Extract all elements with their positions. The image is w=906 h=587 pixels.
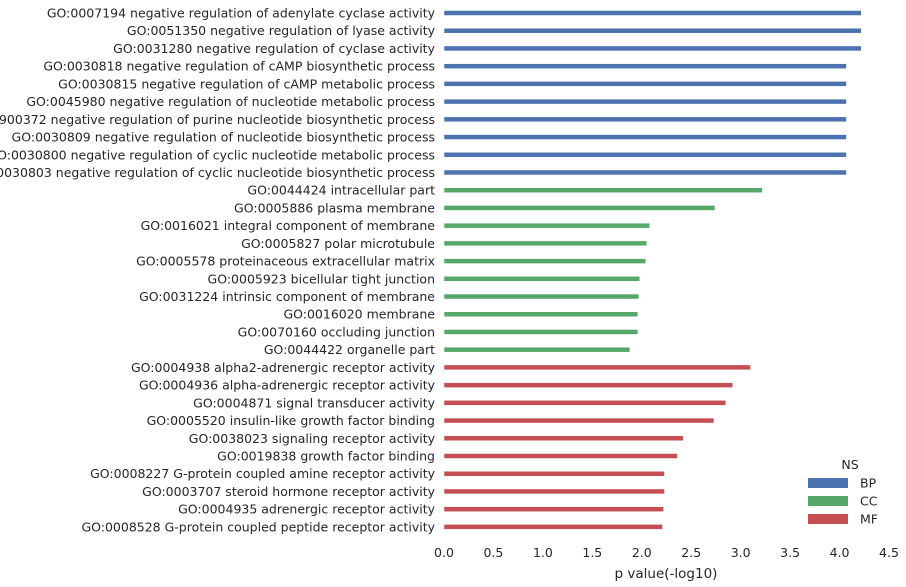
x-tick-label: 0.5 [483, 545, 503, 560]
legend-label: MF [860, 512, 878, 527]
category-label: GO:0030818 negative regulation of cAMP b… [43, 59, 435, 74]
x-tick-label: 1.0 [533, 545, 553, 560]
legend: NS BP CC MF [808, 457, 878, 527]
category-label: GO:0004871 signal transducer activity [193, 395, 435, 410]
bar [443, 346, 631, 353]
legend-label: CC [860, 494, 878, 509]
category-label: GO:0031280 negative regulation of cyclas… [113, 41, 435, 56]
category-label: GO:0016020 membrane [283, 307, 435, 322]
bar [443, 470, 665, 477]
x-tick-label: 2.0 [632, 545, 652, 560]
bar [443, 435, 684, 442]
category-label: GO:0030815 negative regulation of cAMP m… [58, 76, 435, 91]
bar [443, 116, 847, 123]
bar [443, 27, 862, 34]
bar [443, 382, 734, 388]
x-tick-label: 0.0 [434, 545, 454, 560]
category-label: GO:0003707 steroid hormone receptor acti… [142, 484, 435, 499]
category-label: GO:0045980 negative regulation of nucleo… [26, 94, 435, 109]
bar [443, 488, 665, 495]
category-label: GO:0005520 insulin-like growth factor bi… [147, 413, 435, 428]
legend-swatch [808, 514, 848, 524]
category-label: GO:0044424 intracellular part [247, 183, 435, 198]
category-label: GO:0038023 signaling receptor activity [189, 431, 436, 446]
bar [443, 134, 847, 140]
legend-swatch [808, 478, 848, 488]
category-label: GO:0005827 polar microtubule [241, 236, 435, 251]
bar [443, 293, 640, 300]
bar [443, 524, 663, 530]
category-label: GO:0070160 occluding junction [238, 324, 435, 339]
bar [443, 63, 847, 69]
bar [443, 187, 763, 193]
x-tick-label: 4.5 [879, 545, 899, 560]
bar [443, 506, 664, 512]
category-label: GO:0016021 integral component of membran… [141, 218, 436, 233]
category-label: GO:0019838 growth factor binding [217, 449, 435, 464]
x-tick-label: 4.0 [830, 545, 850, 560]
legend-title: NS [841, 457, 858, 472]
bar [443, 152, 847, 158]
x-tick-label: 2.5 [681, 545, 701, 560]
category-label: GO:0007194 negative regulation of adenyl… [47, 6, 436, 21]
bars-layer [443, 10, 862, 530]
category-label: GO:0030803 negative regulation of cyclic… [0, 165, 435, 180]
category-label: GO:0005886 plasma membrane [234, 200, 435, 215]
category-label: GO:0005578 proteinaceous extracellular m… [136, 254, 435, 269]
bar [443, 329, 639, 335]
x-tick-label: 1.5 [582, 545, 602, 560]
category-label: GO:0005923 bicellular tight junction [208, 271, 435, 286]
category-label: GO:0031224 intrinsic component of membra… [139, 289, 435, 304]
x-axis-title: p value(-log10) [615, 566, 718, 582]
category-label: GO:0008227 G-protein coupled amine recep… [90, 466, 436, 481]
bar [443, 98, 847, 105]
bar [443, 276, 641, 282]
bar [443, 311, 639, 317]
legend-label: BP [860, 476, 877, 491]
bar [443, 45, 862, 52]
bar [443, 417, 715, 424]
bar [443, 169, 847, 176]
x-tick-label: 3.0 [731, 545, 751, 560]
bar [443, 10, 862, 16]
category-label: GO:0008528 G-protein coupled peptide rec… [81, 519, 435, 534]
category-label: GO:0030809 negative regulation of nucleo… [12, 130, 435, 145]
bar [443, 240, 647, 247]
bar [443, 453, 678, 459]
bar [443, 81, 847, 87]
legend-swatch [808, 496, 848, 506]
x-axis-ticks: 0.0 0.5 1.0 1.5 2.0 2.5 3.0 3.5 4.0 4.5 [434, 545, 899, 560]
bar [443, 222, 650, 229]
bar [443, 400, 727, 406]
category-label: GO:0004935 adrenergic receptor activity [178, 502, 435, 517]
category-label: GO:1900372 negative regulation of purine… [0, 112, 435, 127]
category-label: GO:0030800 negative regulation of cyclic… [0, 147, 435, 162]
category-labels: GO:0007194 negative regulation of adenyl… [0, 6, 436, 535]
bar [443, 258, 646, 264]
bar [443, 205, 716, 211]
category-label: GO:0004936 alpha-adrenergic receptor act… [139, 378, 436, 393]
bar [443, 364, 751, 371]
category-label: GO:0051350 negative regulation of lyase … [127, 23, 436, 38]
x-tick-label: 3.5 [780, 545, 800, 560]
category-label: GO:0004938 alpha2-adrenergic receptor ac… [131, 360, 436, 375]
category-label: GO:0044422 organelle part [264, 342, 435, 357]
